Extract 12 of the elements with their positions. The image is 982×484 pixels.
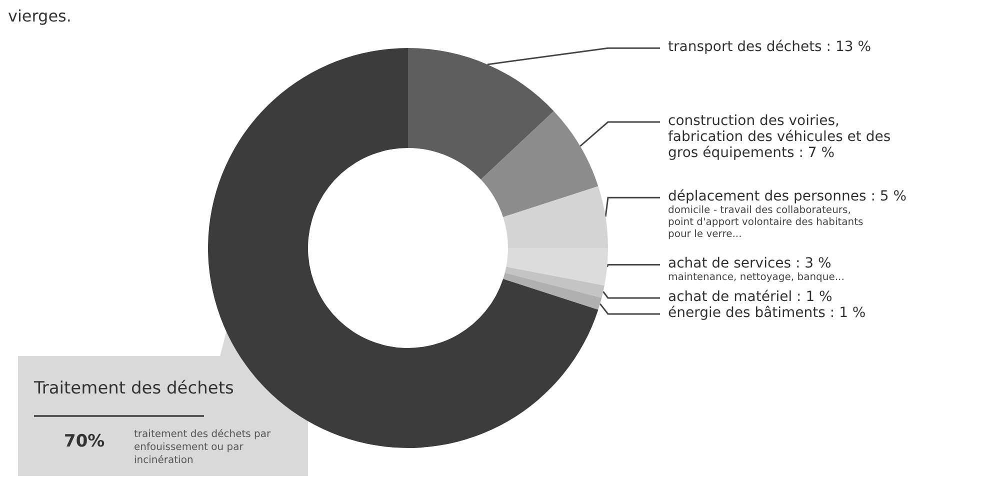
slice-label: achat de matériel : 1 %: [668, 288, 832, 305]
text: vierges.: [8, 6, 72, 26]
slice-label: achat de services : 3 %: [668, 256, 832, 272]
slice-label: Traitement des déchets: [33, 378, 234, 398]
slice-label: déplacement des personnes : 5 %: [668, 188, 907, 205]
text: domicile - travail des collaborateurs, point d'apport volontaire des habitants pour le verre...: [668, 205, 864, 240]
slice-label: construction des voiries, fabrication des véhicules et des gros équipements : 7 %: [668, 113, 891, 162]
slice-label: transport des déchets : 13 %: [668, 39, 872, 56]
text: maintenance, nettoyage, banque...: [668, 272, 844, 284]
text: traitement des déchets par enfouissement ou par incinération: [134, 429, 271, 466]
data-label: 70%: [64, 432, 105, 452]
slice-label: énergie des bâtiments : 1 %: [668, 304, 866, 321]
